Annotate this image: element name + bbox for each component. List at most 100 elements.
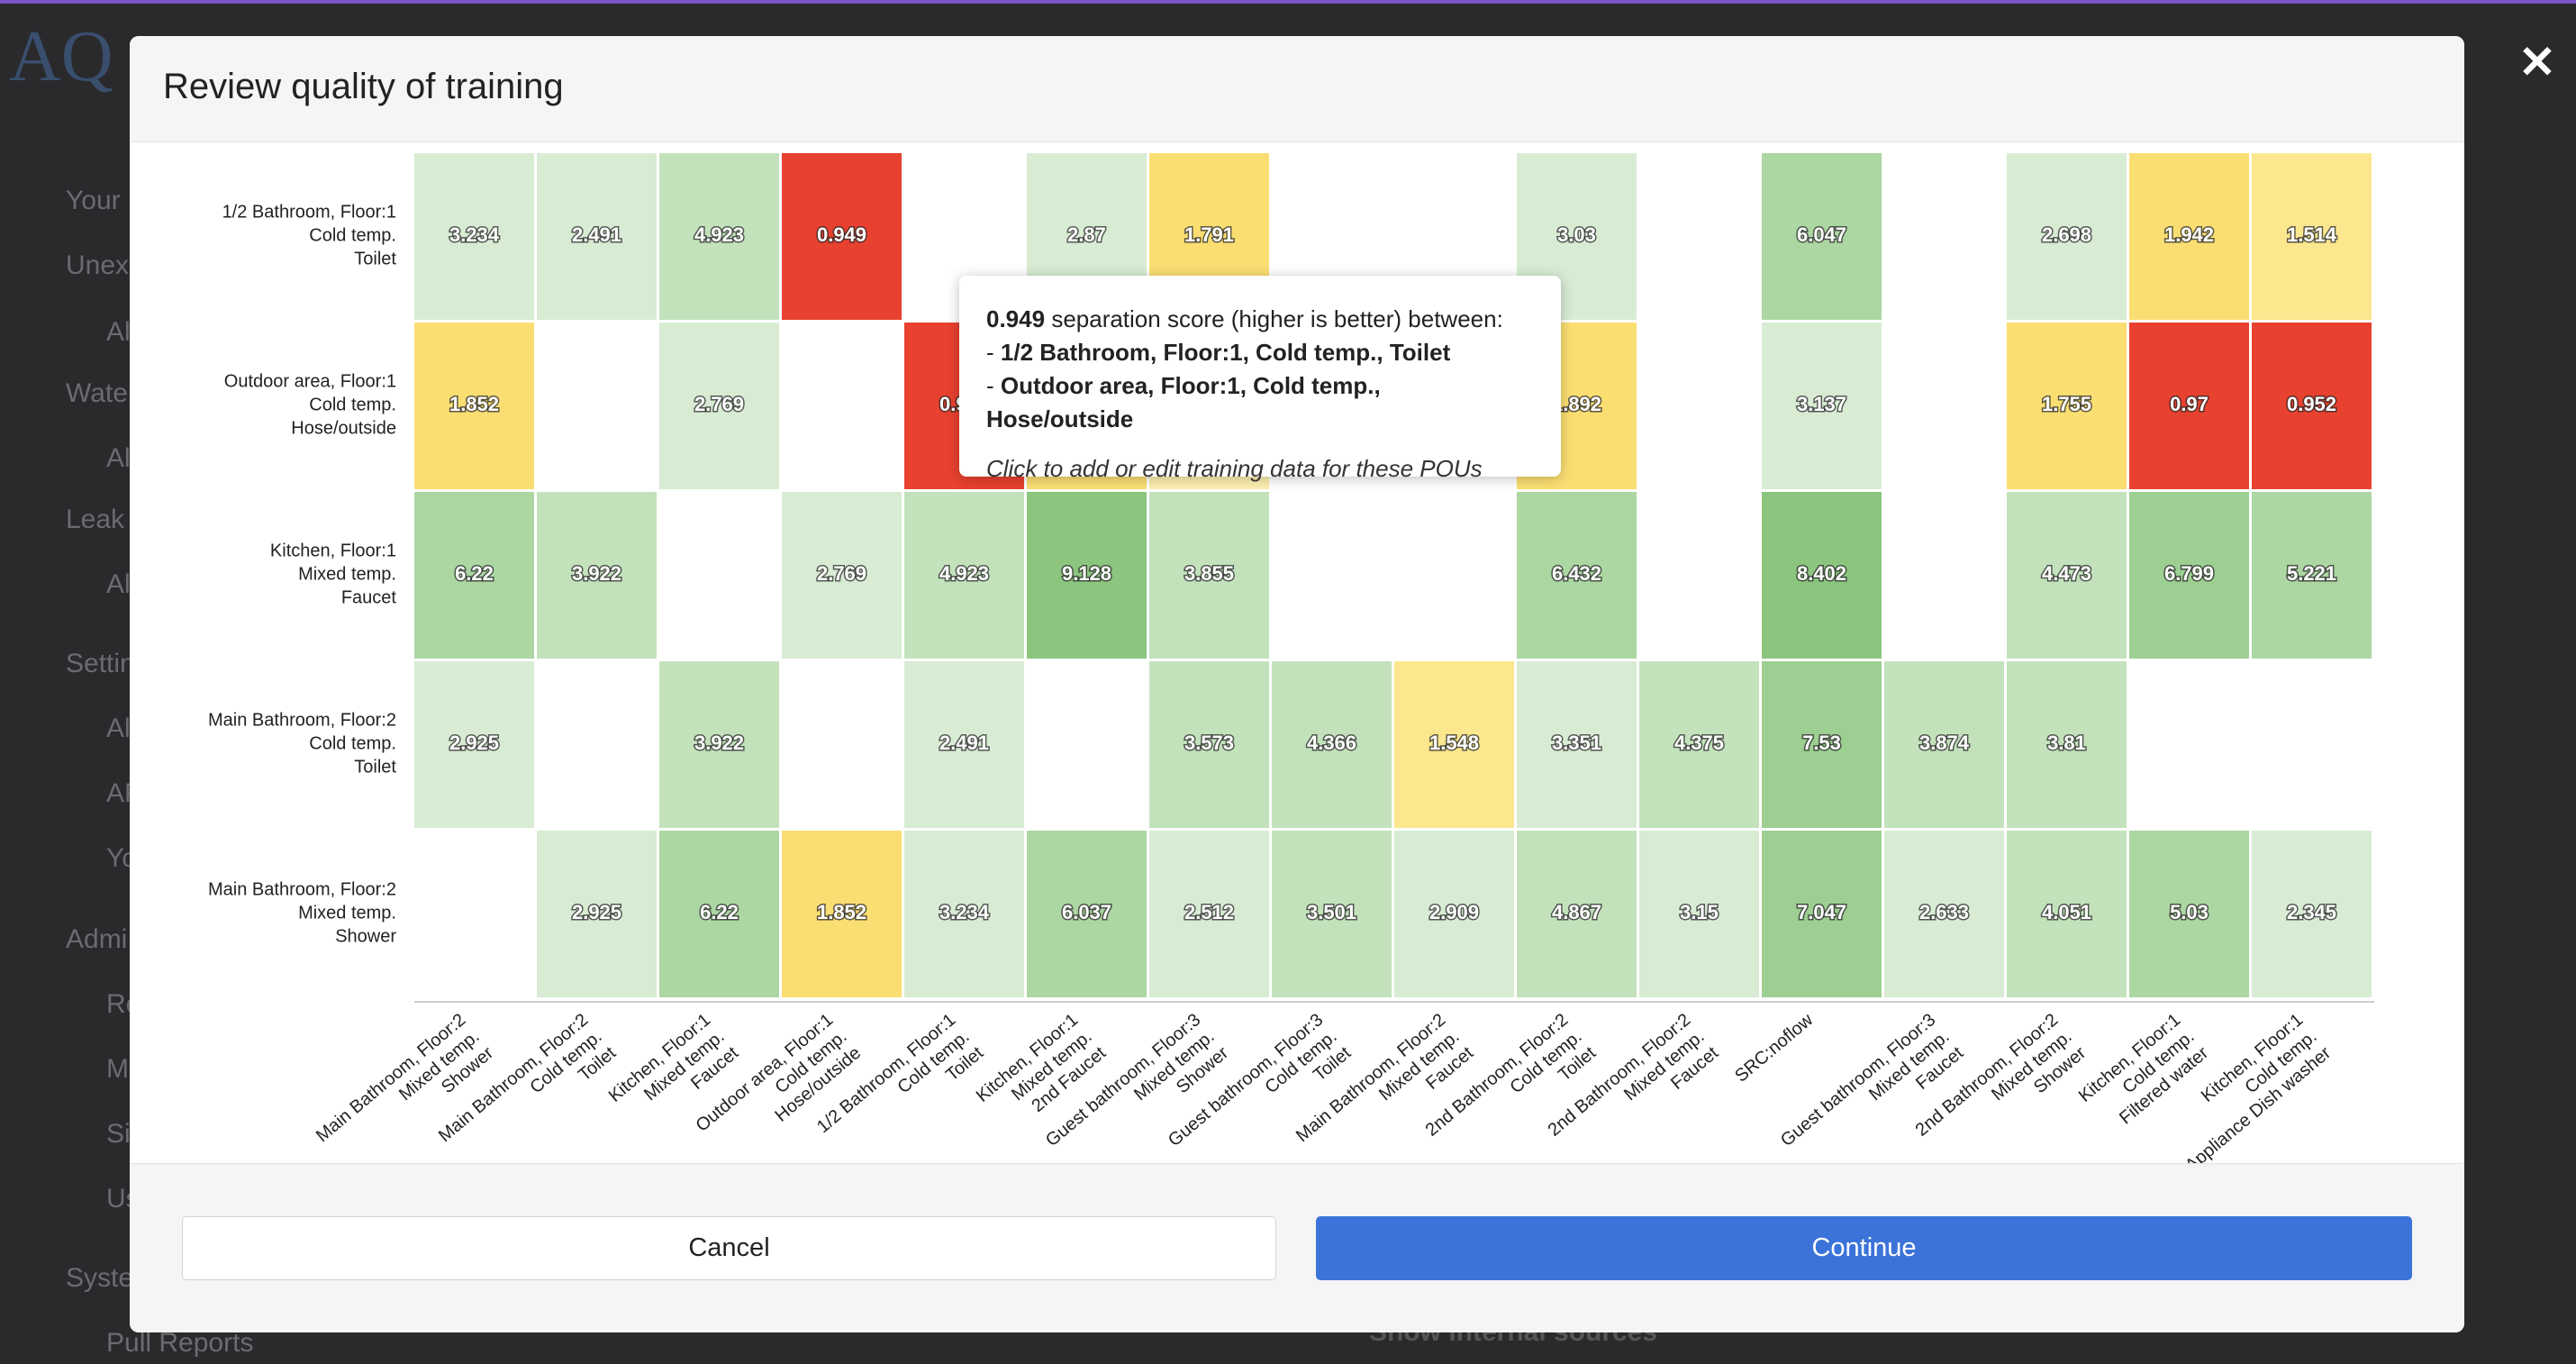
heat-cell — [2007, 153, 2127, 320]
heat-cell — [414, 661, 534, 828]
heat-cell — [2252, 492, 2372, 659]
cell-value: 4.867 — [1552, 901, 1601, 923]
cell-value: 5.221 — [2287, 562, 2336, 585]
cell-value: 4.923 — [694, 223, 744, 246]
heat-cell — [904, 831, 1024, 997]
heat-cell — [1517, 492, 1637, 659]
row-label: 1/2 Bathroom, Floor:1 — [222, 202, 396, 222]
cell-value: 1.791 — [1184, 223, 1234, 246]
row-label: Cold temp. — [309, 733, 396, 753]
sidebar-item: Si — [106, 1119, 131, 1149]
tooltip-value: 0.949 — [986, 305, 1046, 332]
cell-value: 2.769 — [817, 562, 866, 585]
heat-cell — [2252, 153, 2372, 320]
row-label: Main Bathroom, Floor:2 — [208, 879, 396, 899]
heat-cell — [1762, 661, 1882, 828]
cell-value: 2.491 — [572, 223, 621, 246]
row-label: Shower — [335, 926, 396, 946]
cell-value: 3.874 — [1919, 732, 1970, 754]
heat-cell — [2007, 831, 2127, 997]
heat-cell — [537, 492, 657, 659]
cell-value: 4.375 — [1674, 732, 1724, 754]
cell-value: 4.923 — [939, 562, 989, 585]
sidebar-item: Water — [66, 378, 137, 408]
heat-cell — [2129, 323, 2249, 489]
cancel-button[interactable]: Cancel — [182, 1216, 1276, 1280]
heatmap: 1/2 Bathroom, Floor:1 Cold temp. Toilet 3.2… — [208, 153, 2374, 1163]
cell-value: 0.952 — [2287, 393, 2336, 415]
heat-cell — [2252, 831, 2372, 997]
heat-cell — [782, 492, 902, 659]
heat-cell — [2252, 323, 2372, 489]
cell-value: 0.97 — [2170, 393, 2209, 415]
heat-cell — [1884, 661, 2004, 828]
row-label: Toilet — [354, 757, 396, 777]
heat-cell — [1394, 831, 1514, 997]
heat-cell — [659, 153, 779, 320]
cell-value: 1.548 — [1429, 732, 1479, 754]
cell-value: 2.491 — [939, 732, 989, 754]
cell-value: 4.051 — [2042, 901, 2091, 923]
column-label: Main Bathroom, Floor:2Mixed temp.Shower — [313, 1010, 497, 1163]
pair-text: Outdoor area, Floor:1, Cold temp., Hose/… — [986, 372, 1381, 432]
heat-cell — [1884, 831, 2004, 997]
tooltip-pair: - Outdoor area, Floor:1, Cold temp., Hos… — [986, 369, 1534, 436]
tooltip-hint: Click to add or edit training data for t… — [986, 455, 1483, 482]
row-label: Cold temp. — [309, 395, 396, 414]
cell-value: 2.925 — [449, 732, 499, 754]
sidebar-item: Leak — [66, 505, 125, 534]
sidebar-item: Settin — [66, 649, 135, 678]
heat-cell — [2129, 831, 2249, 997]
cell-value: 2.769 — [694, 393, 744, 415]
heat-cell — [1272, 831, 1392, 997]
cell-value: 3.81 — [2047, 732, 2086, 754]
heat-cell — [659, 323, 779, 489]
cell-value: 2.87 — [1067, 223, 1106, 246]
row-label: Faucet — [341, 587, 397, 607]
cell-value: 3.234 — [939, 901, 990, 923]
heat-cell — [782, 153, 902, 320]
heat-cell — [1027, 492, 1147, 659]
cell-value: 3.03 — [1557, 223, 1596, 246]
cell-value: 9.128 — [1062, 562, 1111, 585]
modal-footer: Cancel Continue — [130, 1163, 2464, 1332]
heat-cell — [2007, 492, 2127, 659]
sidebar-item: Al — [106, 317, 131, 347]
top-accent — [0, 0, 2576, 4]
row-label: Hose/outside — [291, 418, 396, 438]
cell-value: 2.698 — [2042, 223, 2091, 246]
close-button[interactable]: ✕ — [2518, 37, 2556, 87]
heat-cell — [537, 153, 657, 320]
cell-value: 3.351 — [1552, 732, 1601, 754]
modal-header: Review quality of training — [130, 36, 2464, 142]
sidebar-item: Pull Reports — [106, 1328, 254, 1358]
row-label: Mixed temp. — [298, 564, 396, 584]
cell-value: 1.514 — [2287, 223, 2337, 246]
heat-cell — [782, 831, 902, 997]
cell-value: 6.037 — [1062, 901, 1111, 923]
sidebar-item: Al — [106, 443, 131, 473]
heat-cell — [904, 661, 1024, 828]
heat-cell — [2007, 661, 2127, 828]
modal: Review quality of training 1/2 Bathroom,… — [130, 36, 2464, 1332]
heat-cell — [1762, 153, 1882, 320]
continue-button[interactable]: Continue — [1316, 1216, 2412, 1280]
heat-cell — [537, 831, 657, 997]
column-label-line: SRC:noflow — [1731, 1010, 1817, 1087]
cell-value: 3.573 — [1184, 732, 1234, 754]
cell-value: 1.852 — [817, 901, 866, 923]
cell-value: 2.345 — [2287, 901, 2336, 923]
cell-value: 2.512 — [1184, 901, 1234, 923]
heat-cell — [1639, 661, 1759, 828]
cell-value: 7.53 — [1802, 732, 1841, 754]
row-label: Kitchen, Floor:1 — [270, 541, 396, 560]
cell-value: 3.234 — [449, 223, 500, 246]
cell-value: 3.922 — [572, 562, 621, 585]
heat-cell — [1517, 661, 1637, 828]
cell-value: 8.402 — [1797, 562, 1846, 585]
cell-value: 1.755 — [2042, 393, 2091, 415]
heat-cell — [1517, 831, 1637, 997]
sidebar-item: Admi — [66, 924, 128, 954]
modal-body: 1/2 Bathroom, Floor:1 Cold temp. Toilet 3.2… — [130, 141, 2464, 1163]
row-label: Cold temp. — [309, 225, 396, 245]
